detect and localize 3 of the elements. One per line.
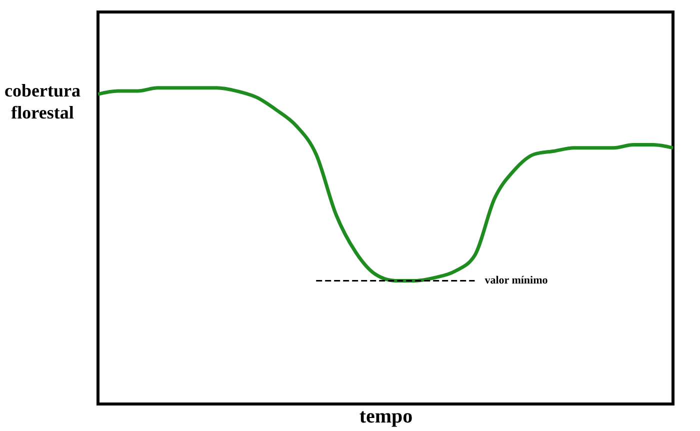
ref-line-label: valor mínimo [484, 274, 548, 287]
y-axis-title: cobertura florestal [4, 80, 80, 122]
x-axis-title: tempo [359, 406, 413, 428]
